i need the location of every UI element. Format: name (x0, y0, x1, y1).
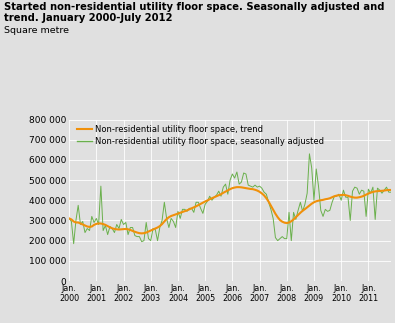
Text: trend. January 2000-July 2012: trend. January 2000-July 2012 (4, 13, 173, 23)
Text: Started non-residential utility floor space. Seasonally adjusted and: Started non-residential utility floor sp… (4, 2, 384, 12)
Text: Square metre: Square metre (4, 26, 69, 35)
Legend: Non-residential utility floor space, trend, Non-residential utility floor space,: Non-residential utility floor space, tre… (77, 125, 324, 146)
